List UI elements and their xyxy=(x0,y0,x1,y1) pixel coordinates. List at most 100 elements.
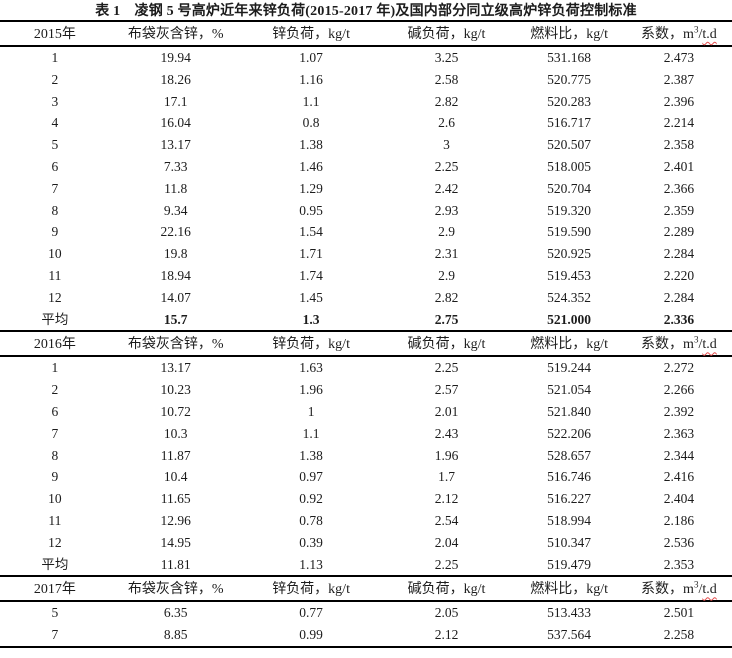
table-cell: 2.58 xyxy=(434,71,459,87)
table-cell: 1.13 xyxy=(299,556,323,572)
row-label-month: 10 xyxy=(48,246,62,262)
table-row: 8 11.87 1.38 1.96 528.657 2.344 xyxy=(0,445,732,467)
column-header-fuel-ratio: 燃料比，kg/t xyxy=(530,582,608,598)
row-label-month: 6 xyxy=(51,158,59,174)
table-cell: 519.590 xyxy=(547,224,592,240)
table-cell: 0.78 xyxy=(299,512,323,528)
table-cell: 0.92 xyxy=(299,491,323,507)
table-cell: 2.54 xyxy=(434,512,459,528)
table-cell: 19.94 xyxy=(160,50,191,65)
table-cell: 522.206 xyxy=(547,425,592,441)
year-header: 2017年 xyxy=(33,582,76,598)
row-label-month: 8 xyxy=(51,447,59,463)
table-row: 11 12.96 0.78 2.54 518.994 2.186 xyxy=(0,510,732,532)
table-cell: 2.43 xyxy=(434,425,459,441)
row-label-month: 7 xyxy=(51,180,59,196)
table-cell: 0.95 xyxy=(299,202,323,218)
table-row: 1 13.17 1.63 2.25 519.244 2.272 xyxy=(0,357,732,379)
table-cell: 2.220 xyxy=(663,267,695,283)
column-header-dust-zinc: 布袋灰含锌，% xyxy=(127,337,224,353)
column-header-zinc-load: 锌负荷，kg/t xyxy=(272,337,350,353)
table-cell: 2.359 xyxy=(663,202,695,218)
table-cell: 2.9 xyxy=(438,267,455,283)
table-cell: 2.25 xyxy=(434,556,459,572)
row-label-month: 4 xyxy=(51,115,59,131)
section-header-row: 2015年 布袋灰含锌，% 锌负荷，kg/t 碱负荷，kg/t 燃料比，kg/t 系数，m… xyxy=(0,22,732,47)
table-cell: 2.336 xyxy=(663,311,695,327)
table-cell: 11.8 xyxy=(164,180,188,196)
table-cell: 1.29 xyxy=(299,180,323,196)
year-header: 2016年 xyxy=(33,337,76,353)
table-cell: 2.363 xyxy=(663,425,695,441)
table-cell: 0.39 xyxy=(299,534,323,550)
data-table: 2015年 布袋灰含锌，% 锌负荷，kg/t 碱负荷，kg/t 燃料比，kg/t 系数，m… xyxy=(0,22,732,648)
row-label-month: 1 xyxy=(51,50,59,65)
table-cell: 1.46 xyxy=(299,158,323,174)
row-label-month: 12 xyxy=(48,534,62,550)
row-label-month: 9 xyxy=(51,224,59,240)
coefficient-unit-spellcheck: t.d xyxy=(702,27,717,42)
table-cell: 7.33 xyxy=(163,158,188,174)
table-cell: 528.657 xyxy=(547,447,592,463)
table-cell: 14.95 xyxy=(160,534,191,550)
table-cell: 13.17 xyxy=(160,137,191,153)
table-row: 9 22.16 1.54 2.9 519.590 2.289 xyxy=(0,221,732,243)
coefficient-slash: / xyxy=(698,582,703,598)
row-label-month: 6 xyxy=(51,403,59,419)
table-cell: 0.99 xyxy=(299,627,323,643)
table-row: 6 7.33 1.46 2.25 518.005 2.401 xyxy=(0,156,732,178)
row-label-month: 11 xyxy=(48,512,62,528)
table-cell: 2.358 xyxy=(663,137,695,153)
table-row: 12 14.95 0.39 2.04 510.347 2.536 xyxy=(0,532,732,554)
table-row: 3 17.1 1.1 2.82 520.283 2.396 xyxy=(0,91,732,113)
table-cell: 510.347 xyxy=(547,534,592,550)
coefficient-label: 系数，m xyxy=(641,337,694,353)
table-cell: 1.38 xyxy=(299,137,323,153)
table-cell: 2.25 xyxy=(434,360,459,376)
table-cell: 2.401 xyxy=(663,158,695,174)
table-cell: 0.8 xyxy=(302,115,320,131)
table-cell: 11.81 xyxy=(160,556,191,572)
table-cell: 1.1 xyxy=(302,425,320,441)
table-cell: 518.994 xyxy=(547,512,592,528)
table-cell: 9.34 xyxy=(163,202,188,218)
table-cell: 2.31 xyxy=(434,246,459,262)
table-cell: 1.96 xyxy=(434,447,459,463)
table-cell: 2.12 xyxy=(434,627,459,643)
column-header-coefficient: 系数，m3/t.d xyxy=(626,332,732,355)
column-header-dust-zinc: 布袋灰含锌，% xyxy=(127,582,224,598)
table-cell: 1 xyxy=(307,403,315,419)
row-label-month: 2 xyxy=(51,71,59,87)
table-row: 10 11.65 0.92 2.12 516.227 2.404 xyxy=(0,488,732,510)
table-row: 平均 15.7 1.3 2.75 521.000 2.336 xyxy=(0,309,732,331)
column-header-zinc-load: 锌负荷，kg/t xyxy=(272,582,350,598)
table-cell: 2.473 xyxy=(663,50,695,65)
table-cell: 19.8 xyxy=(163,246,188,262)
table-row: 11 18.94 1.74 2.9 519.453 2.220 xyxy=(0,265,732,287)
row-label-month: 12 xyxy=(48,289,62,305)
row-label-month: 3 xyxy=(51,93,59,109)
table-section-3: 2017年 布袋灰含锌，% 锌负荷，kg/t 碱负荷，kg/t 燃料比，kg/t 系数，m… xyxy=(0,575,732,646)
table-cell: 513.433 xyxy=(547,605,592,621)
table-cell: 2.344 xyxy=(663,447,695,463)
table-cell: 3.25 xyxy=(434,50,459,65)
table-cell: 520.283 xyxy=(547,93,592,109)
table-section-2: 2016年 布袋灰含锌，% 锌负荷，kg/t 碱负荷，kg/t 燃料比，kg/t 系数，m… xyxy=(0,330,732,575)
column-header-fuel-ratio: 燃料比，kg/t xyxy=(530,337,608,353)
table-cell: 13.17 xyxy=(160,360,191,376)
table-row: 7 8.85 0.99 2.12 537.564 2.258 xyxy=(0,624,732,646)
table-cell: 520.507 xyxy=(547,137,592,153)
coefficient-unit-spellcheck: t.d xyxy=(702,337,717,353)
table-cell: 518.005 xyxy=(547,158,592,174)
coefficient-label: 系数，m xyxy=(641,27,694,42)
table-cell: 2.82 xyxy=(434,289,459,305)
year-header: 2015年 xyxy=(33,27,76,42)
table-cell: 519.479 xyxy=(547,556,592,572)
table-cell: 2.366 xyxy=(663,180,695,196)
table-row: 平均 11.81 1.13 2.25 519.479 2.353 xyxy=(0,554,732,576)
table-cell: 1.16 xyxy=(299,71,323,87)
table-cell: 520.925 xyxy=(547,246,592,262)
table-cell: 516.717 xyxy=(547,115,592,131)
row-label-month: 7 xyxy=(51,425,59,441)
